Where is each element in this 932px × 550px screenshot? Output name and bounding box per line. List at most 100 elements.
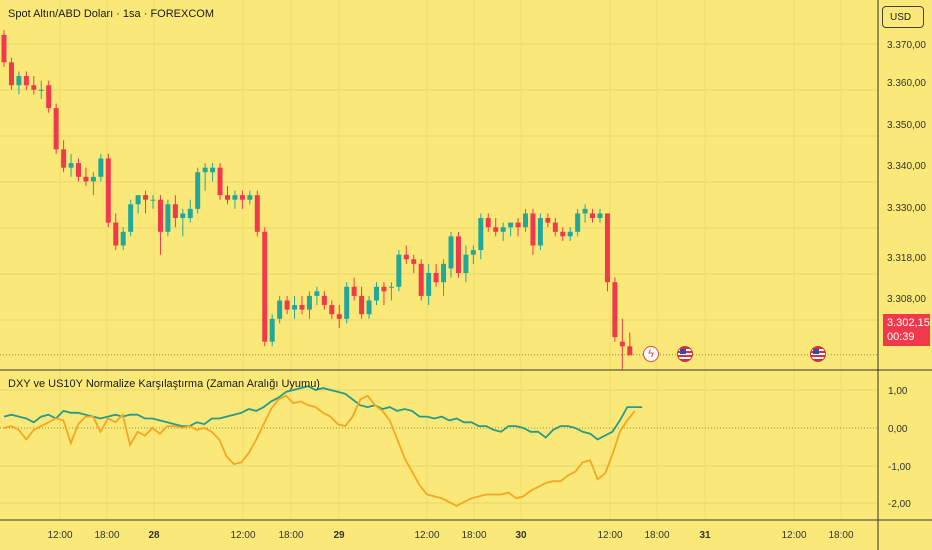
last-price-value: 3.302,15 [887,317,930,329]
candle [537,218,543,246]
candle [23,76,29,86]
currency-button[interactable]: USD [882,6,924,28]
symbol-title[interactable]: Spot Altın/ABD Doları · 1sa · FOREXCOM [8,8,215,20]
last-price-tag: 3.302,15 00:39 [883,314,930,346]
candle [418,263,424,296]
candle [590,213,596,219]
candle [336,314,342,319]
candle [567,231,573,237]
candle [411,259,417,264]
indicator-tick-label: -2,00 [888,499,911,510]
candle [433,273,439,283]
candle [396,254,402,287]
candle [128,204,134,232]
candle [359,295,365,315]
price-tick-label: 3.318,00 [887,253,926,264]
candle [612,282,618,338]
candle [403,254,409,260]
candle [61,149,67,168]
price-tick-label: 3.308,00 [887,294,926,305]
candle [105,158,111,223]
candle [143,195,149,200]
indicator-lines [0,385,878,507]
time-tick-label: 18:00 [94,530,119,541]
candle [98,158,104,177]
us10y-line [3,394,636,507]
candle [31,85,37,90]
candle [604,213,610,283]
candle [597,213,603,219]
candle [545,218,551,223]
candle [560,231,566,237]
time-tick-label: 29 [333,530,345,541]
candle [225,195,230,200]
time-tick-label: 12:00 [230,530,255,541]
time-tick-label: 18:00 [461,530,486,541]
indicator-axis[interactable]: 1,00 0,00 -1,00 -2,00 [888,386,911,510]
candle [619,341,625,347]
candle [329,305,335,315]
candle [38,89,44,91]
time-tick-label: 18:00 [828,530,853,541]
price-axis[interactable]: 3.370,00 3.360,00 3.350,00 3.340,00 3.330,00… [878,0,932,550]
main-grid [0,0,878,519]
us-event-icon-2[interactable] [810,346,826,362]
candle [321,295,327,306]
candle [239,195,245,200]
time-tick-label: 12:00 [597,530,622,541]
candle [455,236,461,273]
candle [478,218,484,251]
price-tick-label: 3.360,00 [887,78,926,89]
candle [1,34,7,63]
time-tick-label: 18:00 [644,530,669,541]
candle [53,108,59,150]
time-tick-label: 12:00 [781,530,806,541]
candle [180,213,186,219]
candle [627,346,633,356]
indicator-title[interactable]: DXY ve US10Y Normalize Karşılaştırma (Za… [8,378,320,390]
candle [187,208,193,219]
candle [157,199,163,232]
time-tick-label: 12:00 [47,530,72,541]
candle [485,218,491,228]
candle [441,263,447,283]
flash-event-icon[interactable]: ϟ [643,346,659,362]
candle [269,318,275,342]
candle [500,227,506,232]
candle [76,163,81,177]
bar-countdown: 00:39 [887,331,915,343]
candle [284,300,290,310]
candle [508,222,514,228]
time-tick-label: 30 [515,530,527,541]
candle [582,208,588,214]
candle [448,236,454,269]
indicator-tick-label: 0,00 [888,424,908,435]
candle [523,213,528,228]
candle [113,222,119,246]
candle [202,167,208,173]
us-event-icon-1[interactable] [677,346,693,362]
candle [575,213,581,232]
candle [135,195,141,205]
time-axis[interactable]: 12:00 18:00 28 12:00 18:00 29 12:00 18:00 30 12:0… [47,530,853,541]
candle [277,300,283,319]
candles [0,30,878,370]
candle [381,286,387,292]
candle [426,273,432,296]
time-tick-label: 31 [699,530,711,541]
candle [195,172,201,209]
price-tick-label: 3.350,00 [887,120,926,131]
candle [344,286,350,319]
candle [552,222,558,232]
candle [165,204,171,232]
candle [172,204,178,219]
candle [8,62,14,86]
time-tick-label: 18:00 [278,530,303,541]
candle [292,305,298,310]
indicator-grid [0,389,878,504]
candle [46,85,52,109]
candle [314,291,320,296]
time-tick-label: 28 [148,530,160,541]
